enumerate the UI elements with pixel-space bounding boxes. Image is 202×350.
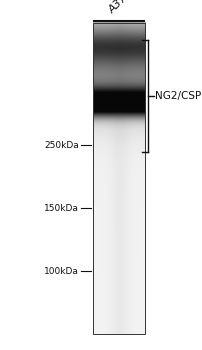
Text: A375: A375 — [107, 0, 135, 15]
Text: 250kDa: 250kDa — [44, 141, 79, 150]
Bar — [93, 23, 145, 334]
Text: NG2/CSPG4: NG2/CSPG4 — [155, 91, 202, 101]
Text: 100kDa: 100kDa — [44, 267, 79, 276]
Bar — [93, 23, 145, 334]
Text: 150kDa: 150kDa — [44, 204, 79, 213]
